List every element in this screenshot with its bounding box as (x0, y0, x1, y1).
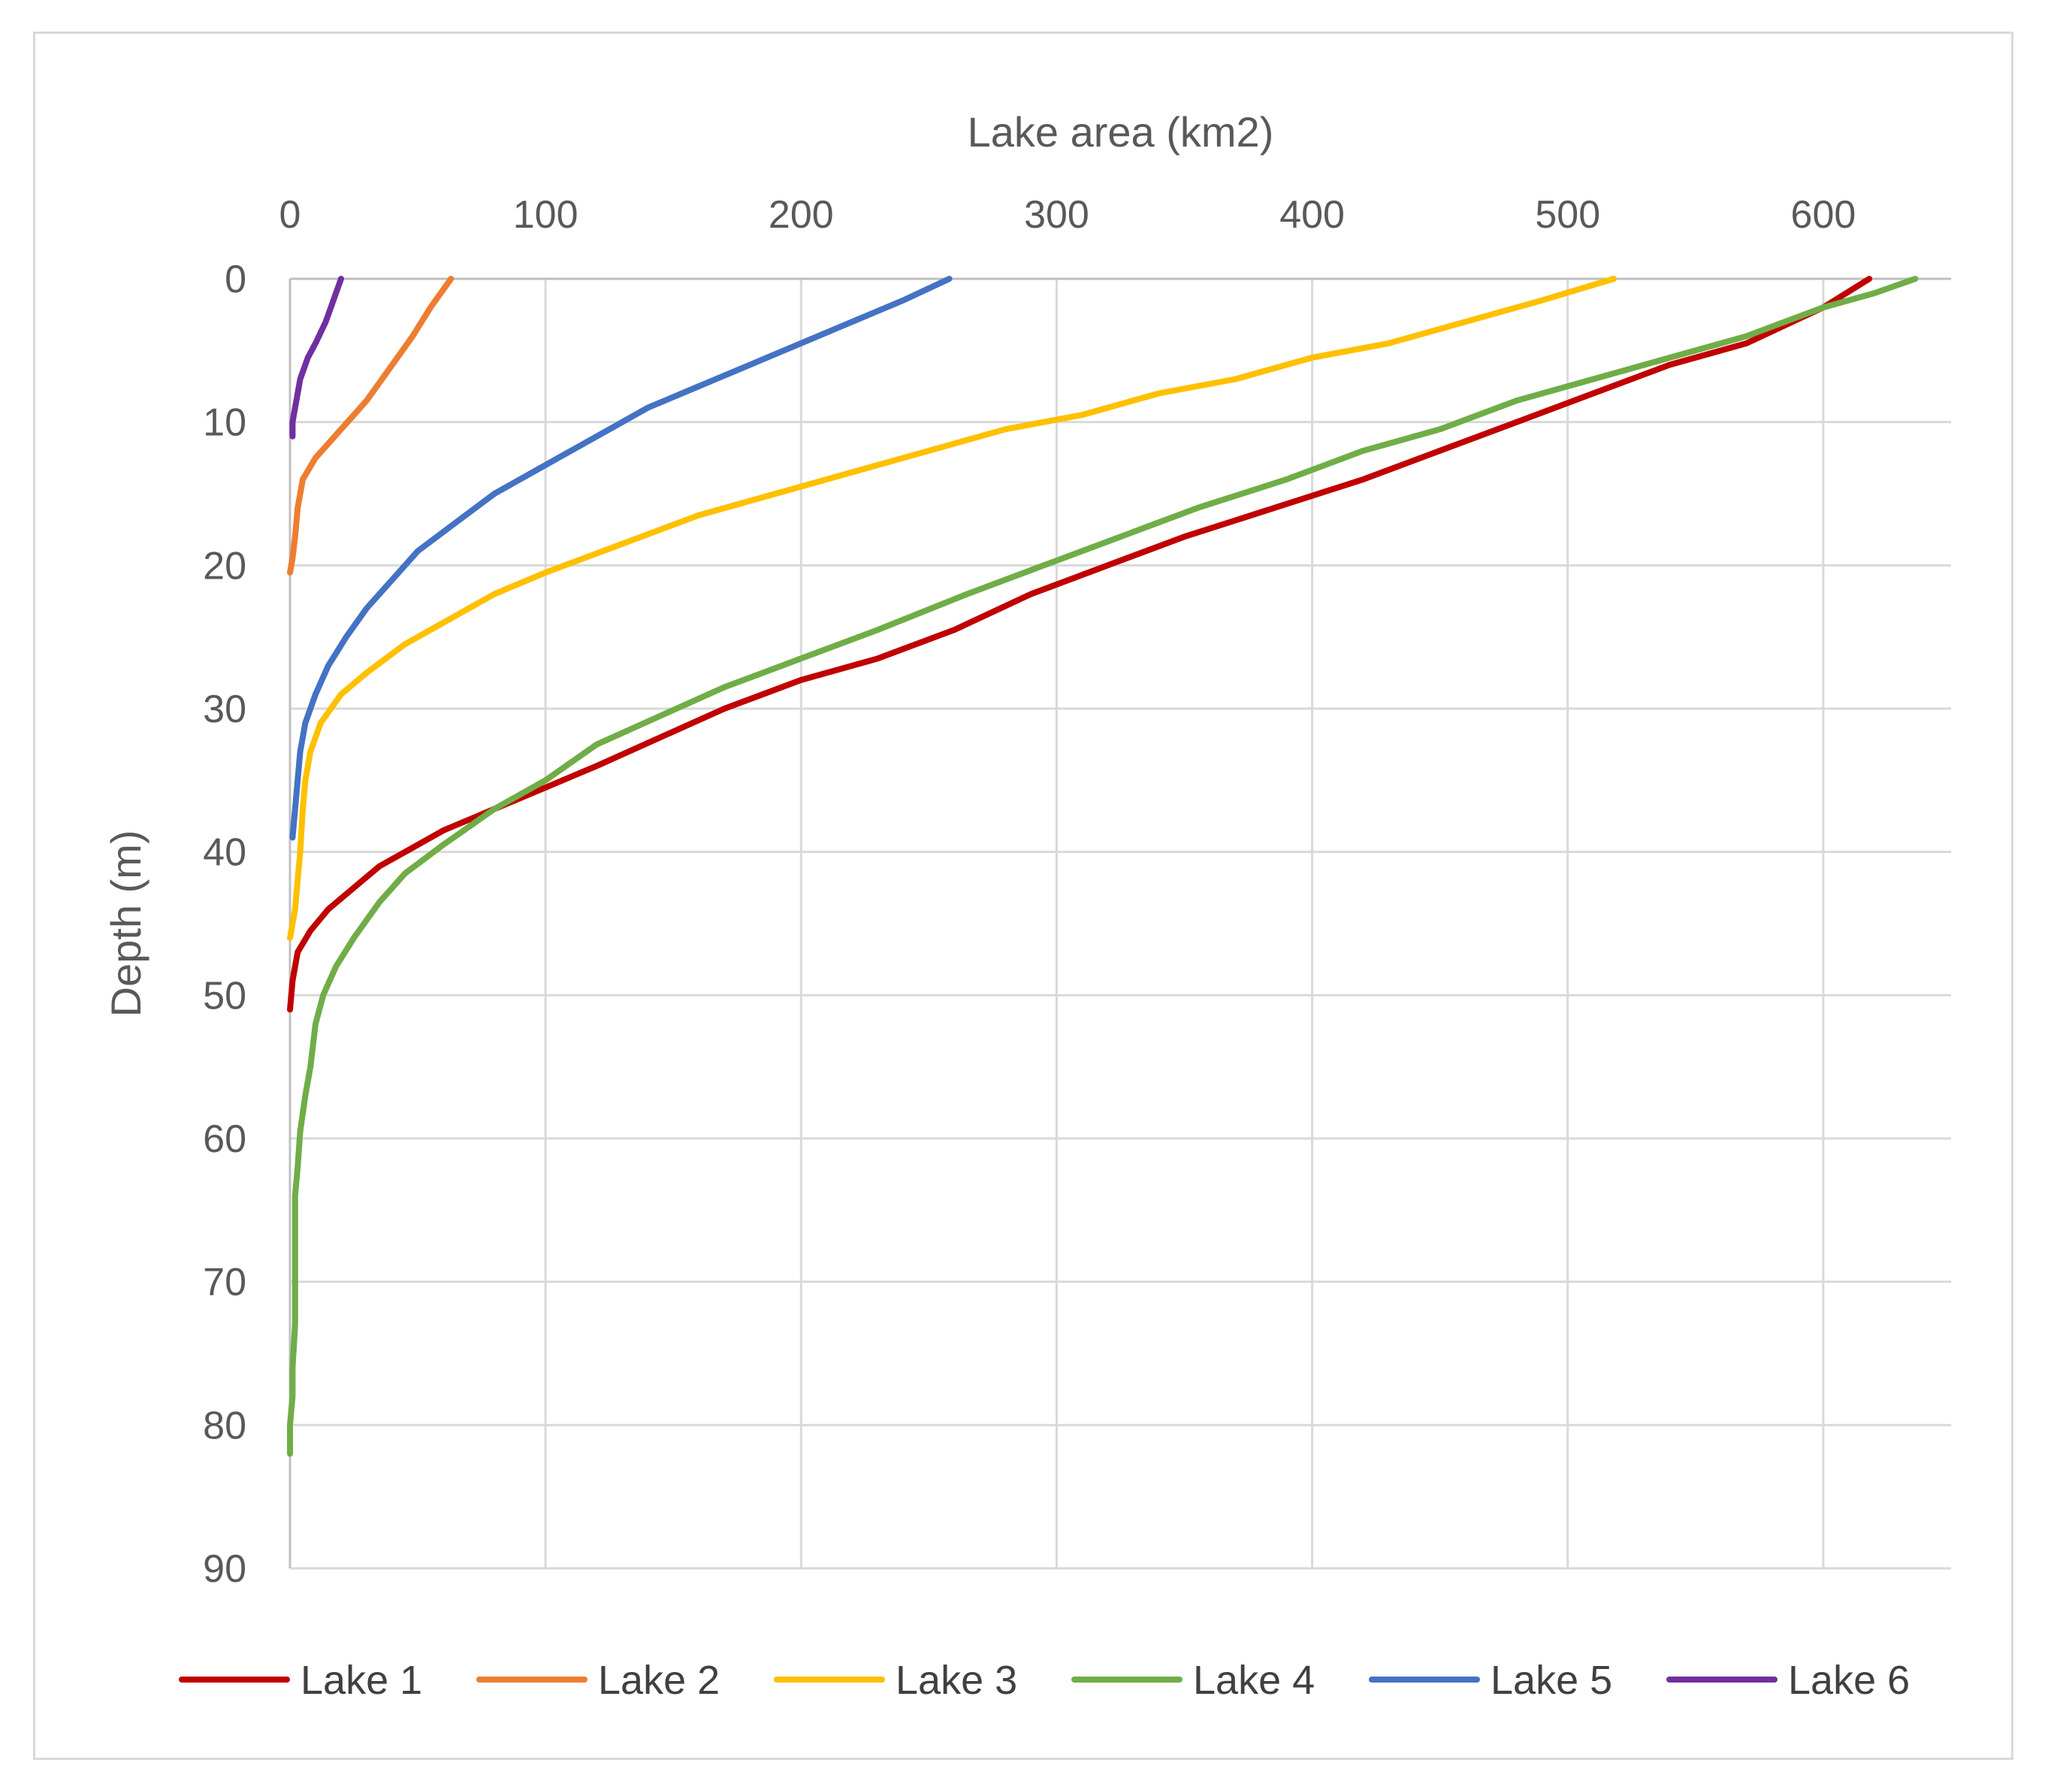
x-axis-title: Lake area (km2) (968, 108, 1274, 156)
x-tick-label: 500 (1535, 193, 1600, 237)
y-tick-label: 70 (203, 1261, 246, 1305)
y-tick-label: 80 (203, 1404, 246, 1447)
legend: Lake 1 Lake 2 Lake 3 Lake 4 Lake 5 Lake 6 (179, 1658, 1910, 1703)
y-tick-label: 40 (203, 831, 246, 875)
y-tick-label: 60 (203, 1117, 246, 1161)
x-tick-label: 200 (769, 193, 834, 237)
legend-label-lake-4: Lake 4 (1193, 1658, 1315, 1703)
chart-frame: Lake area (km2) Depth (m) 0 10 20 30 40 50 60 7… (33, 32, 2013, 1760)
legend-label-lake-3: Lake 3 (896, 1658, 1017, 1703)
y-tick-label: 0 (225, 258, 246, 301)
series-line-lake-2 (287, 276, 455, 576)
y-axis-title: Depth (m) (102, 830, 150, 1017)
series-lines (287, 276, 1919, 1457)
tick-labels: 0 10 20 30 40 50 60 70 80 90 0 100 200 300 400 500 600 (203, 193, 1856, 1591)
y-tick-label: 20 (203, 544, 246, 588)
y-tick-label: 10 (203, 401, 246, 445)
series-line-lake-4 (287, 276, 1919, 1457)
x-tick-label: 400 (1279, 193, 1345, 237)
grid-lines (288, 277, 1951, 1570)
x-tick-label: 100 (513, 193, 578, 237)
y-tick-label: 90 (203, 1547, 246, 1591)
y-tick-label: 30 (203, 688, 246, 731)
x-tick-label: 300 (1024, 193, 1089, 237)
series-line-lake-5 (289, 276, 953, 841)
legend-label-lake-1: Lake 1 (301, 1658, 422, 1703)
y-tick-label: 50 (203, 974, 246, 1017)
legend-label-lake-2: Lake 2 (598, 1658, 720, 1703)
legend-label-lake-5: Lake 5 (1491, 1658, 1612, 1703)
legend-label-lake-6: Lake 6 (1788, 1658, 1910, 1703)
x-tick-label: 600 (1791, 193, 1856, 237)
series-line-lake-3 (287, 276, 1617, 942)
series-line-lake-6 (289, 276, 344, 440)
axes: Lake area (km2) Depth (m) (102, 108, 1273, 1017)
series-line-lake-1 (287, 276, 1873, 1013)
x-tick-label: 0 (279, 193, 301, 237)
chart: Lake area (km2) Depth (m) 0 10 20 30 40 50 60 7… (102, 108, 1951, 1703)
